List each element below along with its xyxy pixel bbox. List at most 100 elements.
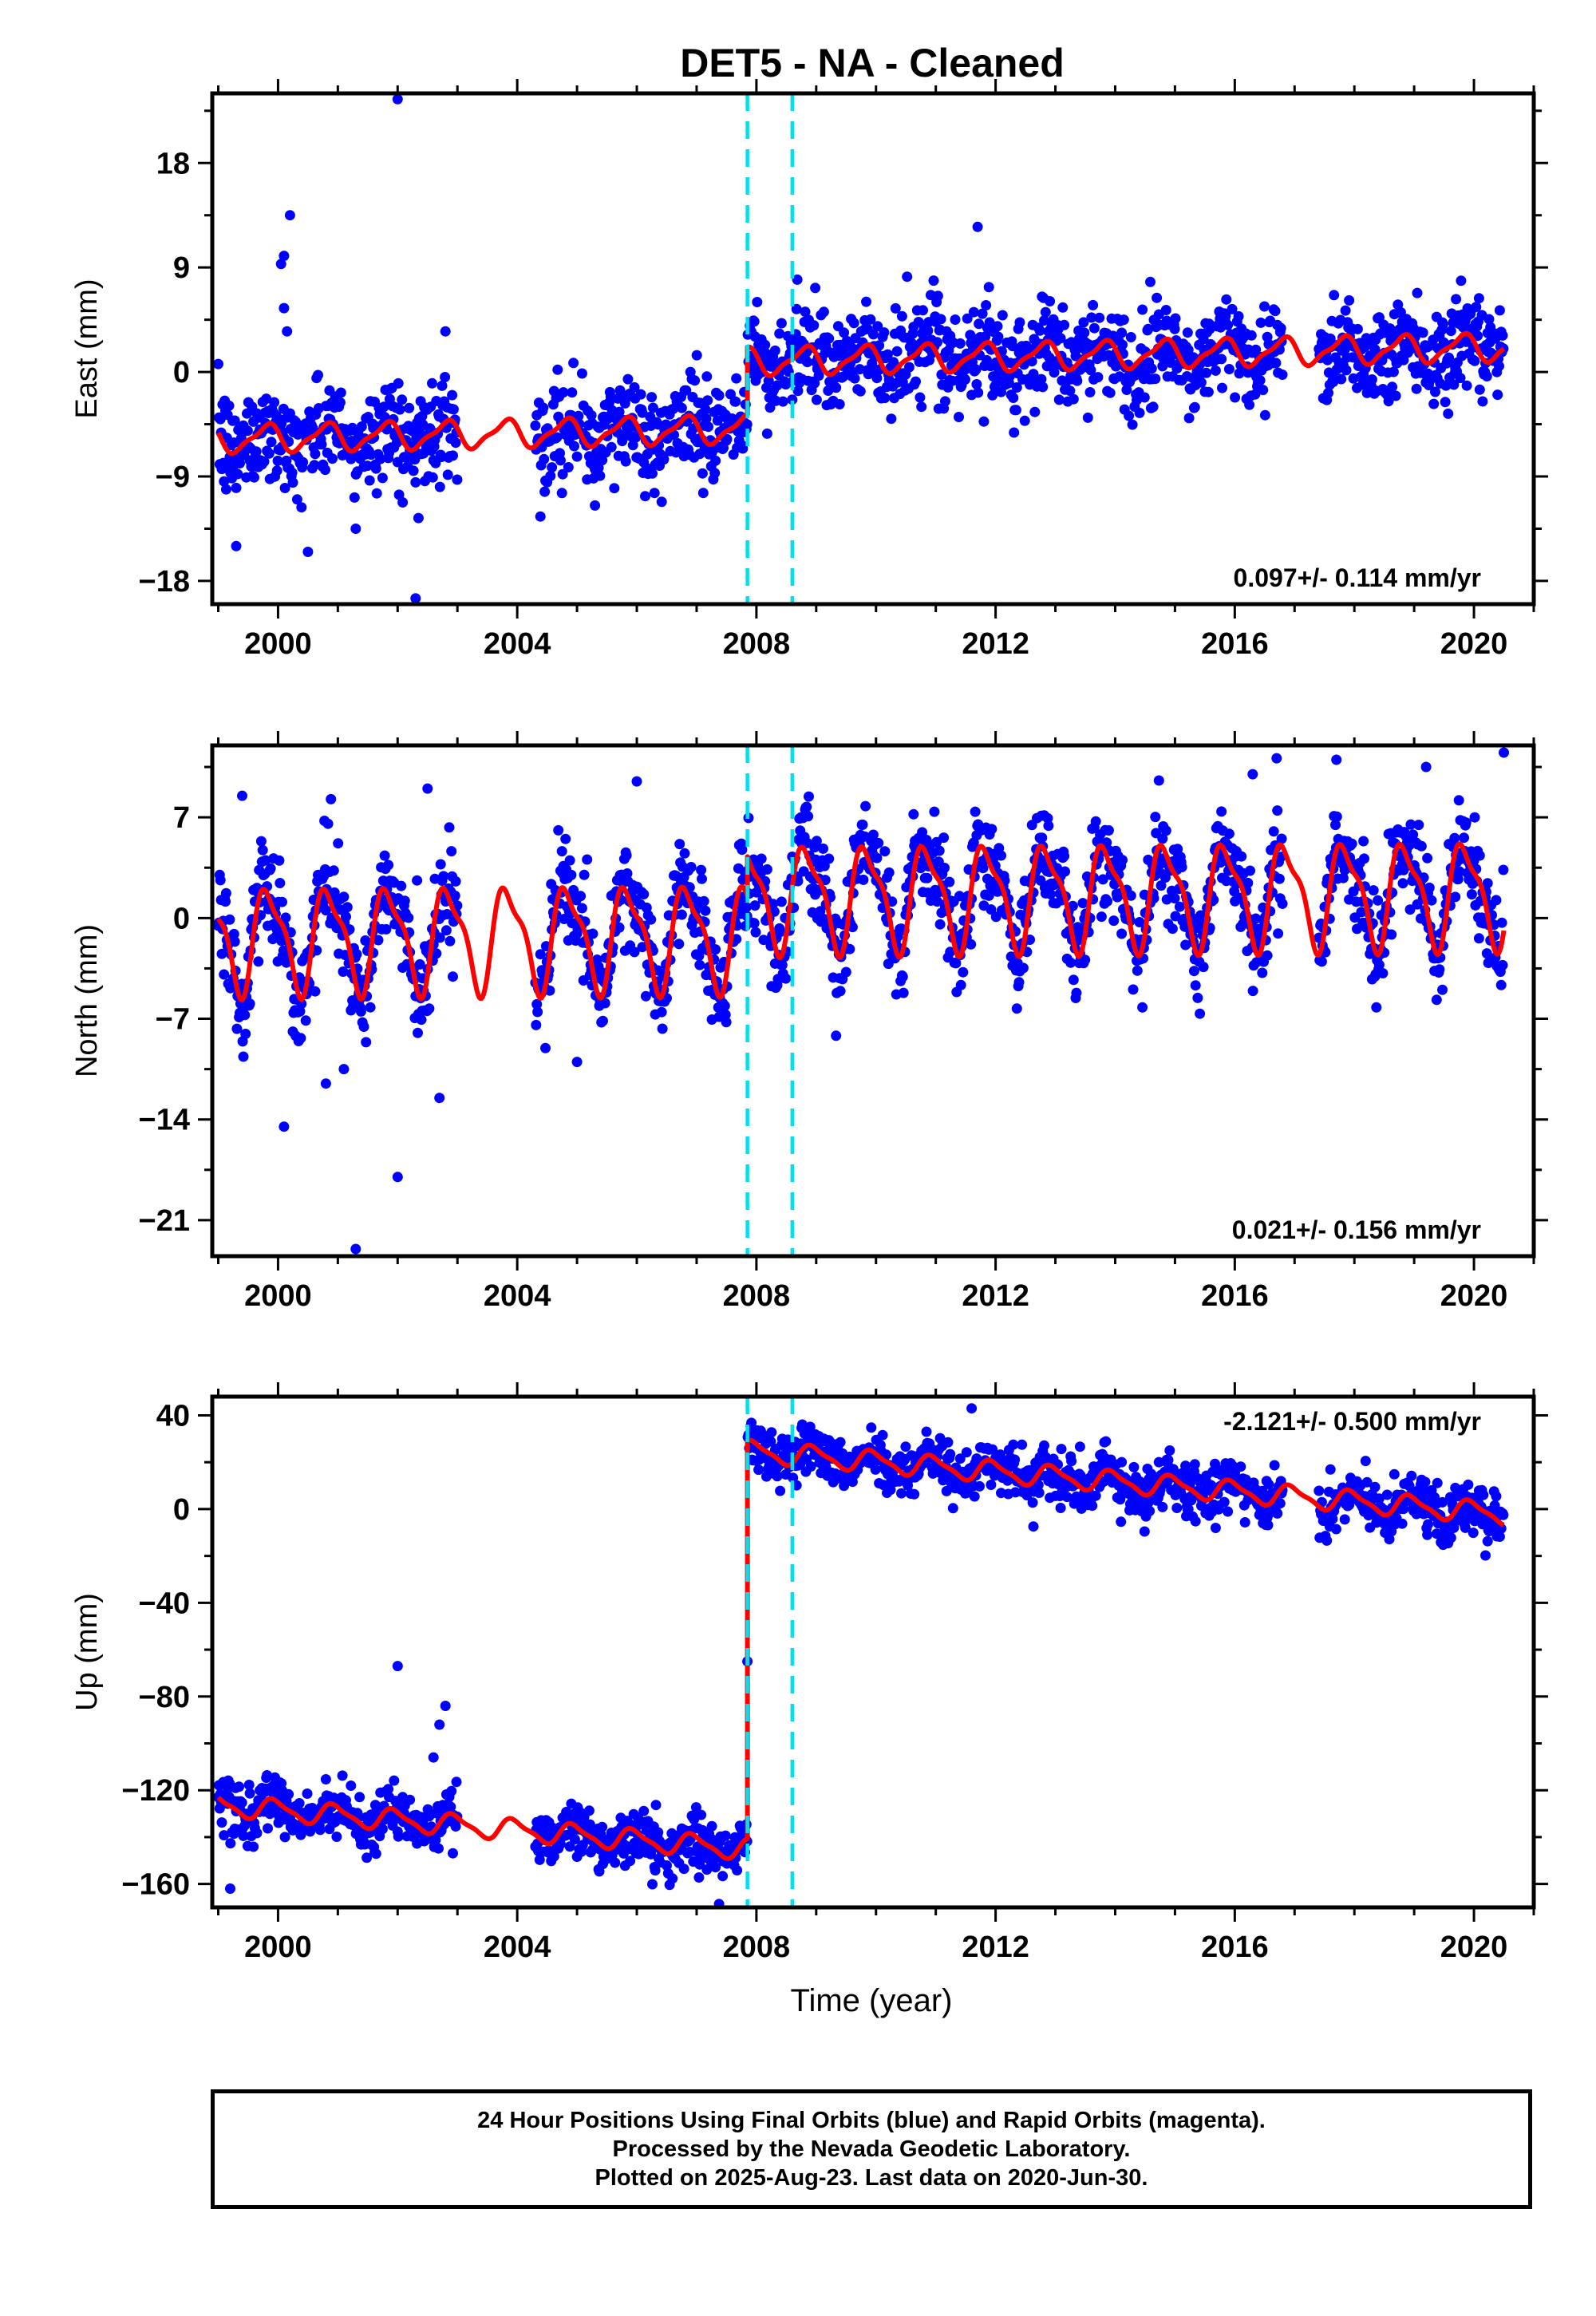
- data-point: [405, 1794, 416, 1805]
- data-point: [450, 875, 461, 887]
- data-point: [259, 456, 270, 467]
- data-point: [249, 472, 259, 483]
- data-point: [1008, 393, 1019, 403]
- data-point: [263, 448, 275, 459]
- data-point: [231, 482, 242, 493]
- data-point: [1144, 1505, 1156, 1516]
- data-point: [448, 971, 458, 982]
- data-point: [1104, 387, 1116, 398]
- data-point: [1103, 825, 1114, 836]
- data-point: [775, 927, 786, 938]
- data-point: [986, 824, 998, 835]
- data-point: [532, 1006, 543, 1018]
- data-point: [1456, 275, 1467, 287]
- data-point: [932, 290, 943, 302]
- data-point: [300, 1015, 311, 1026]
- data-point: [1071, 987, 1082, 998]
- data-point: [1263, 1479, 1274, 1490]
- data-point: [1097, 874, 1108, 885]
- outlier-point: [1420, 761, 1432, 773]
- data-point: [749, 918, 760, 929]
- data-point: [966, 939, 977, 950]
- data-point: [220, 887, 231, 899]
- data-point: [1314, 1485, 1325, 1496]
- data-point: [583, 1805, 595, 1816]
- data-point: [575, 891, 587, 902]
- data-point: [629, 947, 640, 958]
- data-point: [1483, 314, 1495, 325]
- data-point: [1210, 365, 1221, 376]
- data-point: [1026, 356, 1037, 367]
- data-point: [535, 511, 546, 522]
- data-point: [413, 1027, 423, 1038]
- data-point: [358, 1022, 369, 1032]
- data-point: [620, 456, 631, 467]
- outlier-point: [410, 593, 421, 604]
- data-point: [934, 919, 946, 930]
- data-point: [769, 345, 780, 356]
- data-point: [761, 864, 772, 875]
- data-point: [1434, 964, 1445, 975]
- data-point: [858, 874, 869, 885]
- y-tick-label: 0: [173, 902, 190, 935]
- data-point: [932, 337, 942, 348]
- data-point: [560, 833, 571, 844]
- data-point: [791, 303, 802, 314]
- outlier-point: [320, 1078, 331, 1089]
- data-point: [713, 390, 725, 401]
- data-point: [1321, 1535, 1333, 1546]
- data-point: [251, 446, 262, 457]
- data-point: [566, 869, 577, 880]
- data-point: [617, 436, 628, 447]
- data-point: [433, 1843, 444, 1854]
- data-point: [1153, 775, 1164, 786]
- data-point: [614, 922, 625, 933]
- data-point: [693, 1872, 705, 1883]
- outlier-point: [392, 93, 403, 105]
- data-point: [263, 1823, 273, 1834]
- data-point: [383, 860, 394, 871]
- data-point: [1325, 333, 1336, 344]
- data-point: [260, 855, 271, 866]
- data-point: [1258, 385, 1269, 396]
- data-point: [685, 862, 697, 872]
- data-point: [322, 818, 334, 829]
- outlier-point: [284, 210, 295, 221]
- data-point: [334, 397, 346, 408]
- data-point: [441, 909, 452, 919]
- data-point: [780, 379, 792, 390]
- data-point: [1160, 305, 1171, 315]
- data-point: [650, 1800, 662, 1811]
- y-tick-label: 18: [156, 147, 190, 180]
- data-point: [1134, 917, 1145, 927]
- data-point: [993, 331, 1004, 342]
- data-point: [216, 948, 227, 959]
- data-point: [213, 358, 223, 370]
- data-point: [871, 852, 883, 864]
- data-point: [929, 806, 940, 817]
- data-point: [229, 936, 240, 947]
- data-point: [818, 843, 828, 854]
- data-point: [355, 1006, 366, 1017]
- y-tick-label: −9: [156, 460, 190, 494]
- x-tick-label: 2008: [723, 627, 791, 661]
- data-point: [813, 370, 824, 381]
- data-point: [346, 1780, 357, 1791]
- data-point: [269, 397, 280, 408]
- data-point: [228, 928, 239, 939]
- data-point: [338, 891, 350, 903]
- data-point: [1057, 302, 1069, 313]
- x-tick-label: 2012: [962, 1279, 1029, 1313]
- data-point: [970, 806, 981, 817]
- data-point: [1453, 795, 1464, 806]
- data-point: [761, 428, 772, 439]
- data-point: [922, 325, 934, 336]
- data-point: [741, 902, 752, 913]
- data-point: [1117, 339, 1128, 350]
- data-point: [1117, 855, 1128, 866]
- data-point: [599, 998, 610, 1009]
- data-point: [606, 441, 617, 453]
- data-point: [1497, 959, 1508, 970]
- data-point: [298, 456, 309, 468]
- data-point: [763, 375, 774, 386]
